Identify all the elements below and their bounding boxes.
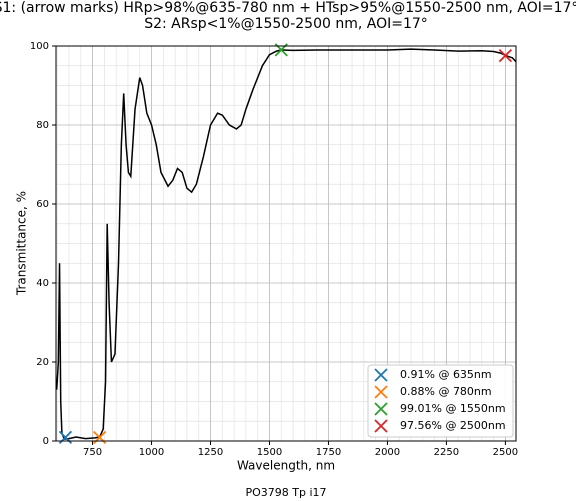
x-tick-label: 1750: [316, 447, 341, 458]
legend-marker: [374, 402, 388, 416]
y-tick-label: 0: [43, 436, 49, 447]
x-tick-label: 1250: [198, 447, 223, 458]
x-tick-label: 1500: [257, 447, 282, 458]
legend-marker: [374, 385, 388, 399]
legend-label: 0.88% @ 780nm: [400, 385, 492, 398]
y-axis-label: Transmittance, %: [15, 191, 29, 296]
y-tick-label: 100: [30, 41, 49, 52]
x-tick-label: 1000: [139, 447, 164, 458]
line: [56, 48, 516, 440]
x-axis-label: Wavelength, nm: [237, 459, 335, 473]
legend-marker: [374, 368, 388, 382]
marker: [498, 49, 513, 63]
legend-box: [367, 364, 514, 438]
y-tick-label: 80: [36, 120, 49, 131]
x-tick-label: 2000: [375, 447, 400, 458]
legend-marker: [374, 419, 388, 433]
y-tick-label: 60: [36, 199, 49, 210]
footer: PO3798 Tp i17: [245, 486, 326, 499]
chart-title: S2: ARsp<1%@1550-2500 nm, AOI=17°: [144, 16, 428, 32]
x-tick-label: 2250: [434, 447, 459, 458]
x-tick-label: 750: [83, 447, 102, 458]
x-tick-label: 2500: [493, 447, 518, 458]
marker: [58, 430, 73, 445]
legend-label: 97.56% @ 2500nm: [400, 419, 506, 432]
y-tick-label: 40: [36, 278, 49, 289]
legend-label: 99.01% @ 1550nm: [400, 402, 506, 415]
y-tick-label: 20: [36, 357, 49, 368]
chart-title: S1: (arrow marks) HRp>98%@635-780 nm + H…: [0, 0, 576, 16]
legend-label: 0.91% @ 635nm: [400, 368, 492, 381]
axes-frame: [55, 45, 517, 442]
marker: [93, 430, 107, 445]
